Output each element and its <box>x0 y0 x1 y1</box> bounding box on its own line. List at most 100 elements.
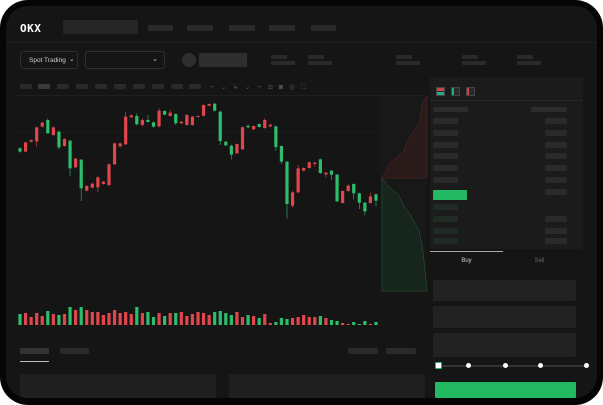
order-book-view-bids-icon[interactable] <box>451 87 460 96</box>
candle <box>168 110 172 117</box>
tab-order-history[interactable] <box>60 348 89 354</box>
candle-body <box>85 186 89 191</box>
depth-asks <box>381 95 428 179</box>
candle <box>274 125 278 151</box>
nav-item-2[interactable] <box>187 25 213 31</box>
timeframe-button[interactable] <box>20 84 32 89</box>
stat-value <box>271 61 295 65</box>
tab-open-orders[interactable] <box>20 348 49 354</box>
timeframe-button[interactable] <box>38 84 50 89</box>
timeframe-button[interactable] <box>189 84 201 89</box>
fullscreen-icon[interactable]: ⛶ <box>301 84 313 91</box>
total-input[interactable] <box>433 333 576 357</box>
volume-bar <box>268 323 272 325</box>
volume-bar <box>151 317 156 325</box>
candle-body <box>179 121 183 124</box>
candle <box>190 116 195 126</box>
timeframe-button[interactable] <box>114 84 126 89</box>
candle-body <box>341 191 345 203</box>
candle-body <box>213 103 217 111</box>
volume-bar <box>96 312 100 325</box>
candle-body <box>357 193 361 203</box>
volume-bar <box>224 313 228 325</box>
candle-body <box>129 115 133 118</box>
leverage-slider[interactable] <box>438 365 588 367</box>
candle <box>240 126 245 150</box>
slider-step[interactable] <box>466 363 471 368</box>
ask-amount <box>545 177 567 183</box>
ask-price <box>433 130 458 136</box>
volume-bar <box>35 313 39 325</box>
timeframe-button[interactable] <box>95 84 107 89</box>
indicator-icon[interactable]: ∼ <box>209 84 221 91</box>
sell-tab[interactable]: Sell <box>534 258 545 264</box>
volume-bar <box>252 316 256 325</box>
chevron-down-icon[interactable]: ⌄ <box>220 84 233 91</box>
chart-tool-icons: ∼⌄↳⌄∼⧄◙◎⛶ <box>209 83 312 92</box>
draw-icon[interactable]: ↳ <box>232 84 245 91</box>
volume-bar <box>290 318 295 325</box>
candle <box>329 170 334 180</box>
order-book-panel <box>430 77 583 249</box>
nav-item-5[interactable] <box>311 25 336 31</box>
candle <box>107 163 111 187</box>
candle-body <box>352 184 356 194</box>
pair-name <box>199 53 247 67</box>
nav-item-1[interactable] <box>148 25 173 31</box>
candle-body <box>185 115 189 125</box>
timeframe-button[interactable] <box>57 84 69 89</box>
pair-selector-dropdown[interactable]: ⌄ <box>85 51 165 69</box>
chevron-down-icon: ⌄ <box>68 55 75 63</box>
buy-tab[interactable]: Buy <box>461 258 472 264</box>
candle-body <box>329 170 334 175</box>
volume-bar <box>62 314 67 325</box>
volume-bar <box>374 322 378 325</box>
nav-item-4[interactable] <box>269 25 295 31</box>
volume-bar <box>51 314 55 325</box>
candle-body <box>240 127 245 150</box>
nav-item-3[interactable] <box>229 25 255 31</box>
chevron-down-icon[interactable]: ⌄ <box>244 84 257 91</box>
slider-handle[interactable] <box>435 362 442 369</box>
market-type-dropdown[interactable]: Spot Trading ⌄ <box>20 51 78 69</box>
ask-amount <box>545 189 567 195</box>
bottom-action-2[interactable] <box>386 348 416 354</box>
price-input[interactable] <box>433 280 576 301</box>
ruler-icon[interactable]: ⧄ <box>268 84 279 91</box>
slider-step[interactable] <box>503 363 508 368</box>
buy-submit-button[interactable] <box>435 382 576 398</box>
amount-input[interactable] <box>433 306 576 328</box>
timeframe-button[interactable] <box>133 84 145 89</box>
chevron-down-icon: ⌄ <box>152 55 158 63</box>
order-book-view-asks-icon[interactable] <box>466 87 475 96</box>
timeframe-button[interactable] <box>76 84 88 89</box>
volume-bar <box>274 322 278 325</box>
candle <box>96 176 100 193</box>
volume-bar <box>352 322 356 325</box>
volume-bar <box>246 315 250 325</box>
order-book-view-both-icon[interactable] <box>436 87 445 96</box>
timeframe-button[interactable] <box>171 84 183 89</box>
candle <box>257 123 261 128</box>
slider-step[interactable] <box>538 363 543 368</box>
candle-body <box>124 116 128 145</box>
candle-body <box>62 139 67 146</box>
candle <box>357 192 361 209</box>
volume-bar <box>235 312 239 325</box>
slider-step[interactable] <box>584 363 589 368</box>
candle <box>79 159 83 201</box>
volume-bar <box>18 314 22 325</box>
candle <box>23 142 28 152</box>
candle <box>374 193 378 207</box>
settings-icon[interactable]: ◎ <box>289 84 302 91</box>
ask-amount <box>545 118 567 124</box>
camera-icon[interactable]: ◙ <box>278 84 290 91</box>
bottom-action-1[interactable] <box>348 348 378 354</box>
candle <box>129 114 133 118</box>
timeframe-button[interactable] <box>152 84 164 89</box>
candlestick-chart[interactable] <box>6 6 597 398</box>
search-input[interactable] <box>63 20 138 34</box>
line-icon[interactable]: ∼ <box>256 84 269 91</box>
volume-bar <box>346 324 350 325</box>
